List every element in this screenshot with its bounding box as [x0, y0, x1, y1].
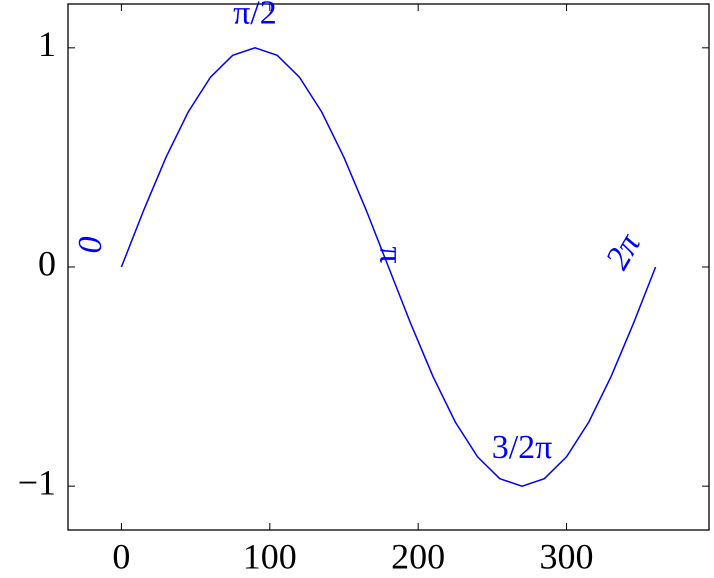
- annotation: π: [373, 246, 410, 263]
- y-tick-label: 1: [38, 24, 56, 64]
- y-tick-label: −1: [18, 462, 56, 502]
- y-tick-label: 0: [38, 243, 56, 283]
- x-tick-label: 0: [112, 536, 130, 576]
- annotation: 2π: [599, 227, 649, 276]
- line: [120, 47, 657, 487]
- annotation: π/2: [233, 0, 277, 32]
- x-tick-label: 300: [540, 536, 594, 576]
- annotation: 3/2π: [492, 429, 553, 466]
- annotation: 0: [72, 237, 109, 254]
- x-tick-label: 100: [243, 536, 297, 576]
- x-tick-label: 200: [391, 536, 445, 576]
